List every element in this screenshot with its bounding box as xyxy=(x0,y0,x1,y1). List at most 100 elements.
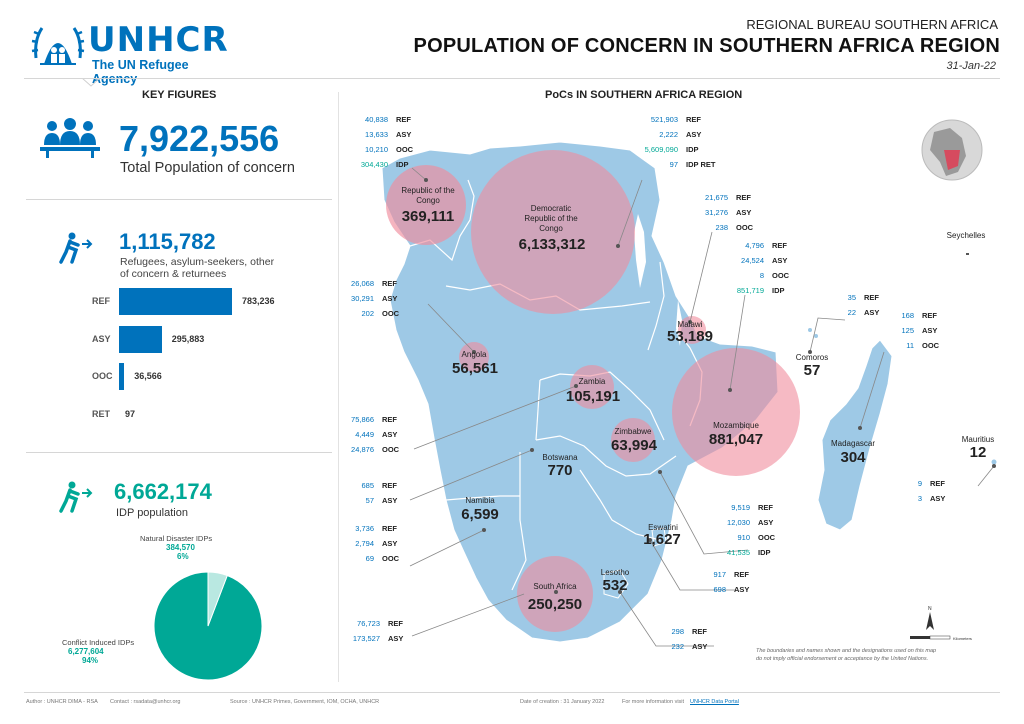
stat-value: 3,736 xyxy=(355,524,374,533)
madagascar-name: Madagascar xyxy=(830,439,876,448)
stat-row: 3,736 REF xyxy=(324,521,399,536)
botswana-value: 770 xyxy=(547,462,573,479)
stat-row: 173,527 ASY xyxy=(330,631,404,646)
stat-value: 685 xyxy=(361,481,374,490)
stats-mozambique: 4,796 REF 24,524 ASY 8 OOC 851,719 IDP xyxy=(714,238,789,298)
bar-value-asy: 295,883 xyxy=(171,333,205,344)
stat-value: 202 xyxy=(361,309,374,318)
stat-key: OOC xyxy=(922,341,940,350)
seychelles-island xyxy=(966,253,969,255)
mauritius-value: 12 xyxy=(969,444,987,461)
bar-value-ref: 783,236 xyxy=(242,296,275,306)
stat-value: 26,068 xyxy=(351,279,374,288)
stat-key: ASY xyxy=(382,539,398,548)
stat-row: 21,675 REF xyxy=(678,190,753,205)
congo-name-line2: Congo xyxy=(416,196,440,205)
stat-row: 5,609,090 IDP xyxy=(628,142,715,157)
stat-row: 202 OOC xyxy=(324,306,399,321)
stat-value: 168 xyxy=(901,311,914,320)
pie-natural-pct: 6% xyxy=(177,552,189,561)
bubble-south-africa xyxy=(517,556,593,632)
stat-row: 69 OOC xyxy=(324,551,399,566)
stat-key: IDP RET xyxy=(686,160,716,169)
stat-key: OOC xyxy=(382,554,400,563)
stat-key: ASY xyxy=(922,326,938,335)
seychelles-name: Seychelles xyxy=(946,231,986,240)
stat-value: 2,222 xyxy=(659,130,678,139)
pie-natural-value: 384,570 xyxy=(166,543,195,552)
stat-row: 76,723 REF xyxy=(330,616,403,631)
bubble-drc xyxy=(471,150,635,314)
stat-key: REF xyxy=(922,311,937,320)
refugee-bar-chart: REF 783,236 ASY 295,883 OOC 36,566 RET 97 xyxy=(70,288,330,428)
stat-key: REF xyxy=(734,570,749,579)
divider-1 xyxy=(26,199,332,200)
stat-row: 40,838 REF xyxy=(338,112,413,127)
lesotho-value: 532 xyxy=(602,577,628,594)
stat-value: 41,535 xyxy=(727,548,750,557)
pie-conflict-value: 6,277,604 xyxy=(68,647,104,656)
stats-zambia: 75,866 REF 4,449 ASY 24,876 OOC xyxy=(324,412,399,457)
stat-value: 9,519 xyxy=(731,503,750,512)
stat-key: ASY xyxy=(686,130,702,139)
stat-key: REF xyxy=(772,241,787,250)
stat-key: REF xyxy=(396,115,411,124)
stat-row: 12,030 ASY xyxy=(700,515,775,530)
stat-key: REF xyxy=(382,415,397,424)
stat-row: 304,430 IDP xyxy=(338,157,413,172)
map-disclaimer-line1: The boundaries and names shown and the d… xyxy=(756,648,937,654)
stat-key: REF xyxy=(388,619,403,628)
stat-key: REF xyxy=(864,293,879,302)
stat-row: 41,535 IDP xyxy=(700,545,775,560)
stat-value: 21,675 xyxy=(705,193,728,202)
stat-key: OOC xyxy=(396,145,414,154)
stats-namibia: 3,736 REF 2,794 ASY 69 OOC xyxy=(324,521,399,566)
stat-row: 22 ASY xyxy=(806,305,880,320)
footer-portal-link[interactable]: UNHCR Data Portal xyxy=(690,699,739,705)
bar-label-ret: RET xyxy=(92,408,110,419)
stat-value: 11 xyxy=(906,341,914,350)
bar-ooc xyxy=(119,363,125,390)
botswana-name: Botswana xyxy=(542,453,578,462)
stat-key: REF xyxy=(930,479,945,488)
angola-name: Angola xyxy=(461,350,487,359)
southern-africa-map: N Kilometers xyxy=(381,119,997,647)
stat-value: 22 xyxy=(847,308,856,317)
stat-row: 26,068 REF xyxy=(324,276,399,291)
org-name: UNHCR xyxy=(88,20,229,60)
footer-date-created: Date of creation : 31 January 2022 xyxy=(520,699,605,705)
population-bubbles xyxy=(386,150,800,632)
stat-row: 125 ASY xyxy=(864,323,939,338)
stat-value: 298 xyxy=(671,627,684,636)
stat-key: REF xyxy=(736,193,751,202)
pie-conflict-label: Conflict Induced IDPs xyxy=(62,638,135,647)
stats-south-africa: 76,723 REF 173,527 ASY xyxy=(330,616,404,646)
stat-value: 97 xyxy=(669,160,678,169)
divider-2 xyxy=(26,452,332,453)
bar-value-ret: 97 xyxy=(125,408,136,419)
lake-tanganyika xyxy=(634,214,646,288)
namibia-value: 6,599 xyxy=(461,506,499,523)
stat-row: 35 REF xyxy=(806,290,879,305)
report-date: 31-Jan-22 xyxy=(946,60,996,72)
north-label: N xyxy=(928,606,932,612)
stat-value: 125 xyxy=(901,326,914,335)
drc-value: 6,133,312 xyxy=(518,236,586,253)
stat-key: REF xyxy=(382,481,397,490)
stats-zimbabwe: 9,519 REF 12,030 ASY 910 OOC 41,535 IDP xyxy=(700,500,775,560)
south-africa-name: South Africa xyxy=(533,582,577,591)
stat-key: ASY xyxy=(758,518,774,527)
map-title: PoCs IN SOUTHERN AFRICA REGION xyxy=(545,89,743,101)
stat-key: REF xyxy=(686,115,701,124)
stat-row: 4,796 REF xyxy=(714,238,789,253)
stat-row: 24,524 ASY xyxy=(714,253,789,268)
stat-value: 9 xyxy=(917,479,922,488)
madagascar-value: 304 xyxy=(840,449,866,466)
stat-value: 698 xyxy=(713,585,726,594)
stat-row: 232 ASY xyxy=(634,639,707,654)
stat-key: ASY xyxy=(396,130,412,139)
globe-locator-icon xyxy=(921,119,983,181)
comoros-island xyxy=(814,334,818,338)
stat-row: 97 IDP RET xyxy=(628,157,716,172)
congo-value: 369,111 xyxy=(401,208,455,225)
